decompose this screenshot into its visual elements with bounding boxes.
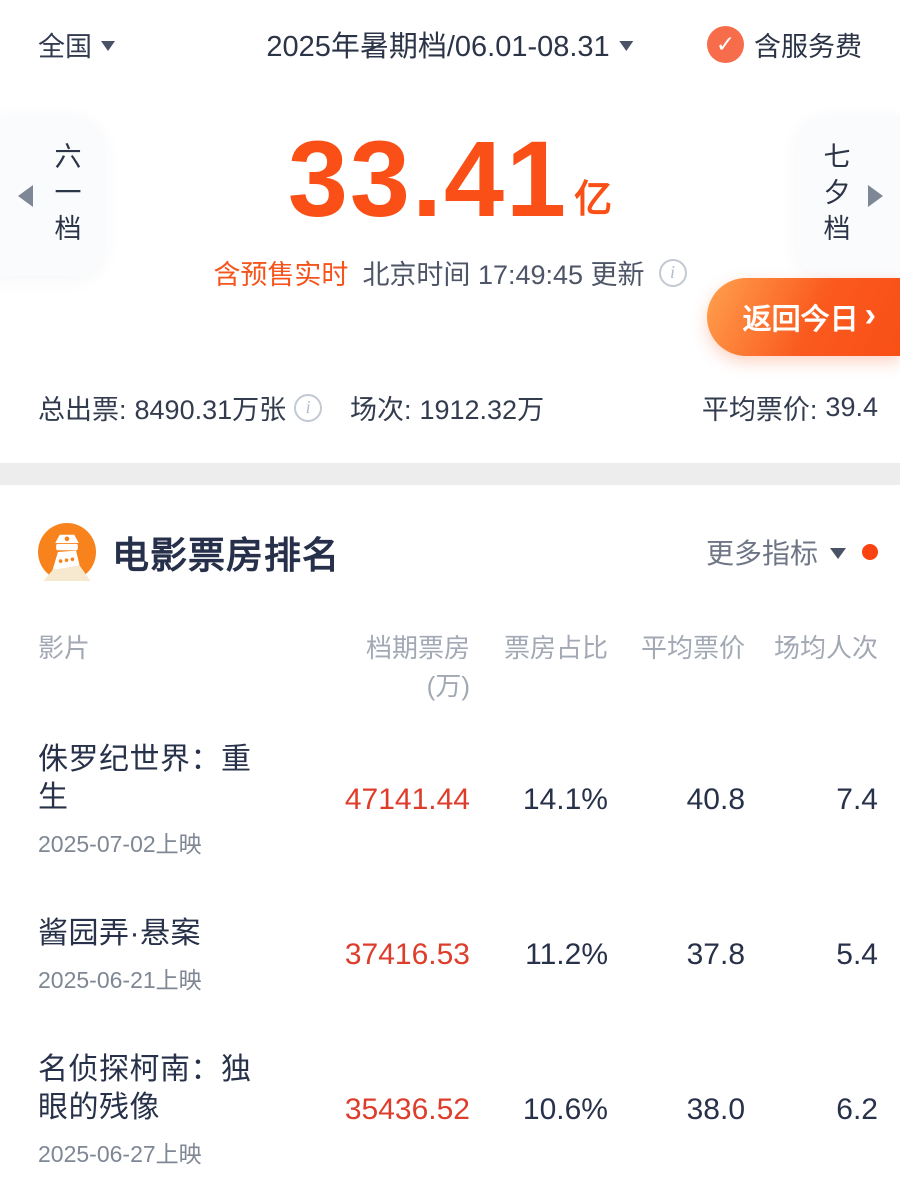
ranking-header: 电影票房排名 更多指标 (38, 523, 878, 581)
summary-stats-row: 总出票: 8490.31万张 i 场次: 1912.32万 平均票价: 39.4 (0, 388, 900, 427)
presale-label: 含预售实时 (213, 260, 349, 291)
back-to-today-label: 返回今日 (742, 304, 859, 336)
more-indicators-label: 更多指标 (705, 538, 818, 569)
movie-cell: 酱园弄·悬案 2025-06-21上映 (38, 915, 274, 995)
movie-avg-price: 37.8 (686, 938, 745, 971)
movie-avg-price: 38.0 (686, 1093, 745, 1126)
period-label: 2025年暑期档/06.01-08.31 (266, 31, 610, 63)
table-row[interactable]: 名侦探柯南：独眼的残像 2025-06-27上映 35436.52 10.6% … (38, 1021, 878, 1195)
region-label: 全国 (38, 31, 92, 62)
info-icon[interactable]: i (294, 393, 323, 422)
movie-attendance: 6.2 (836, 1093, 878, 1126)
stat-avg-price-value: 39.4 (825, 392, 878, 422)
chevron-down-icon (101, 40, 115, 51)
movie-release-date: 2025-06-27上映 (38, 1141, 202, 1167)
movie-title: 侏罗纪世界：重生 (38, 743, 252, 814)
movie-cell: 名侦探柯南：独眼的残像 2025-06-27上映 (38, 1051, 274, 1169)
movie-attendance: 5.4 (836, 938, 878, 971)
movie-attendance: 7.4 (836, 783, 878, 816)
lighthouse-icon (38, 523, 96, 581)
period-selector[interactable]: 2025年暑期档/06.01-08.31 (266, 23, 634, 65)
ranking-section: 电影票房排名 更多指标 影片 档期票房 (万) 票房占比 平均票价 场均人次 侏… (0, 485, 900, 1195)
chevron-down-icon (830, 548, 846, 559)
column-header-movie: 影片 (38, 633, 91, 663)
stat-tickets-label: 总出票: (38, 395, 127, 425)
section-divider (0, 463, 900, 485)
stat-avg-price: 平均票价: 39.4 (702, 388, 878, 427)
movie-gross: 35436.52 (344, 1093, 470, 1126)
movie-gross: 37416.53 (344, 938, 470, 971)
top-header: 全国 2025年暑期档/06.01-08.31 ✓ 含服务费 (0, 0, 900, 88)
movie-share: 11.2% (525, 938, 608, 971)
movie-release-date: 2025-06-21上映 (38, 967, 202, 993)
movie-title: 名侦探柯南：独眼的残像 (38, 1053, 252, 1124)
column-header-attendance: 场均人次 (773, 633, 878, 663)
stat-avg-price-label: 平均票价: (701, 395, 818, 425)
column-header-price: 平均票价 (640, 633, 745, 663)
prev-period-label: 六一档 (50, 142, 81, 250)
ranking-table: 影片 档期票房 (万) 票房占比 平均票价 场均人次 侏罗纪世界：重生 2025… (38, 629, 878, 1195)
table-row[interactable]: 酱园弄·悬案 2025-06-21上映 37416.53 11.2% 37.8 … (38, 885, 878, 1021)
region-selector[interactable]: 全国 (38, 25, 115, 64)
movie-gross: 47141.44 (344, 783, 470, 816)
service-fee-toggle[interactable]: ✓ 含服务费 (707, 25, 862, 64)
movie-share: 14.1% (522, 783, 608, 816)
stat-screenings-value: 1912.32万 (419, 395, 545, 425)
arrow-right-icon (867, 185, 883, 207)
total-box-office-value: 33.41 (287, 118, 569, 239)
stat-screenings: 场次: 1912.32万 (350, 388, 544, 427)
chevron-right-icon: › (864, 296, 876, 334)
table-header-row: 影片 档期票房 (万) 票房占比 平均票价 场均人次 (38, 629, 878, 711)
movie-avg-price: 40.8 (686, 783, 745, 816)
notification-dot (862, 544, 878, 560)
column-header-gross: 档期票房 (万) (365, 633, 470, 701)
total-box-office: 33.41 亿 (0, 88, 900, 239)
service-fee-label: 含服务费 (754, 31, 862, 62)
prev-period-tab[interactable]: 六一档 (0, 116, 104, 276)
movie-cell: 侏罗纪世界：重生 2025-07-02上映 (38, 741, 274, 859)
stat-tickets: 总出票: 8490.31万张 i (38, 388, 323, 427)
update-info-line: 含预售实时 北京时间 17:49:45 更新 i (0, 253, 900, 292)
update-time: 北京时间 17:49:45 更新 (362, 260, 645, 291)
stat-screenings-label: 场次: (349, 395, 412, 425)
column-header-share: 票房占比 (503, 633, 608, 663)
next-period-label: 七夕档 (819, 142, 850, 250)
movie-title: 酱园弄·悬案 (38, 917, 201, 950)
movie-release-date: 2025-07-02上映 (38, 831, 202, 857)
back-to-today-button[interactable]: 返回今日 › (706, 278, 900, 356)
arrow-left-icon (17, 185, 33, 207)
stat-tickets-value: 8490.31万张 (134, 395, 287, 425)
hero-section: 六一档 七夕档 33.41 亿 含预售实时 北京时间 17:49:45 更新 i… (0, 88, 900, 463)
chevron-down-icon (619, 40, 634, 51)
check-icon: ✓ (707, 25, 744, 63)
total-box-office-unit: 亿 (574, 179, 613, 222)
ranking-title-group: 电影票房排名 (38, 523, 340, 581)
table-row[interactable]: 侏罗纪世界：重生 2025-07-02上映 47141.44 14.1% 40.… (38, 711, 878, 885)
next-period-tab[interactable]: 七夕档 (796, 116, 900, 276)
ranking-title: 电影票房排名 (112, 535, 340, 576)
movie-share: 10.6% (522, 1093, 608, 1126)
more-indicators-dropdown[interactable]: 更多指标 (706, 532, 878, 572)
info-icon[interactable]: i (658, 258, 687, 287)
